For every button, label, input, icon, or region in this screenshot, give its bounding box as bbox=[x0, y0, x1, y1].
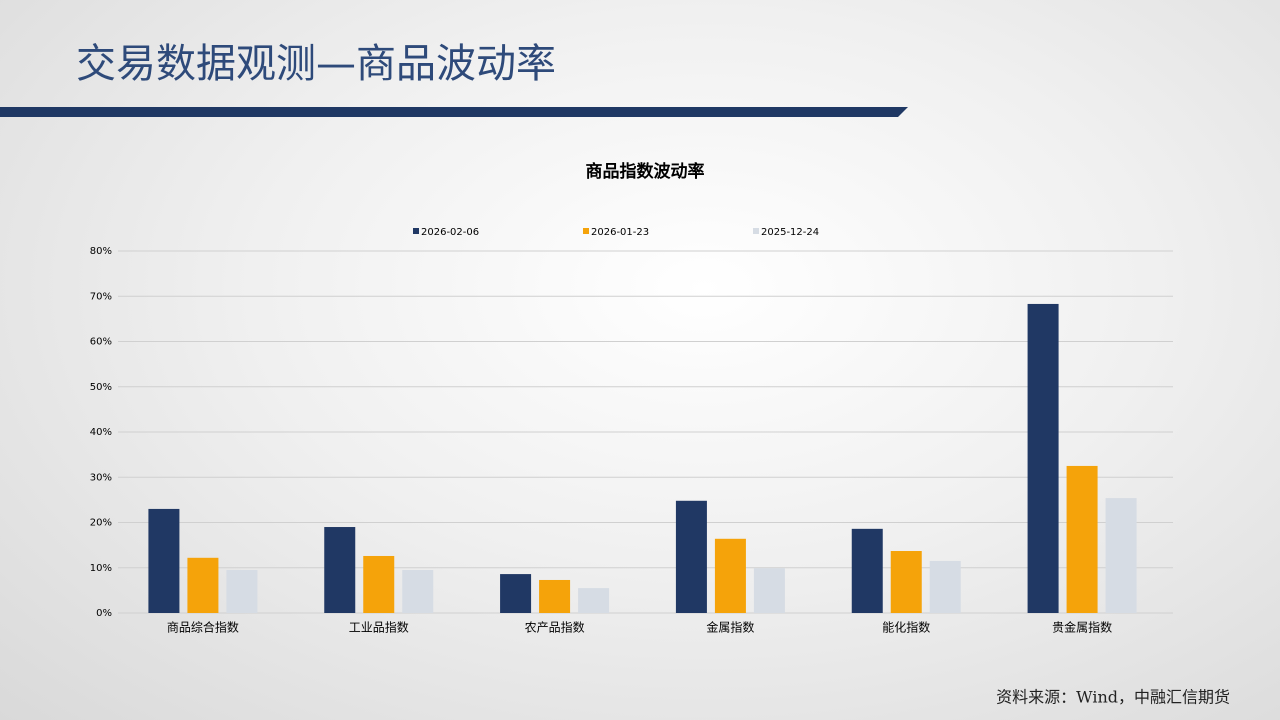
legend-label: 2026-01-23 bbox=[591, 227, 649, 238]
bar bbox=[226, 570, 258, 613]
legend-swatch bbox=[753, 228, 759, 234]
bar bbox=[148, 508, 180, 613]
y-tick-label: 20% bbox=[90, 518, 112, 529]
legend-swatch bbox=[583, 228, 589, 234]
bar bbox=[402, 570, 434, 613]
bar bbox=[753, 568, 785, 613]
bar bbox=[1027, 303, 1059, 613]
slide-title: 交易数据观测—商品波动率 bbox=[76, 41, 556, 87]
bar bbox=[929, 560, 961, 613]
bar bbox=[500, 574, 532, 613]
legend-swatch bbox=[413, 228, 419, 234]
y-tick-label: 10% bbox=[90, 563, 112, 574]
bar bbox=[1066, 465, 1098, 613]
y-tick-label: 40% bbox=[90, 427, 112, 438]
bar bbox=[890, 551, 922, 613]
bar bbox=[363, 555, 395, 613]
y-tick-label: 50% bbox=[90, 382, 112, 393]
legend-label: 2026-02-06 bbox=[421, 227, 479, 238]
y-tick-label: 60% bbox=[90, 337, 112, 348]
x-tick-label: 商品综合指数 bbox=[167, 620, 239, 635]
x-tick-label: 贵金属指数 bbox=[1052, 620, 1112, 635]
x-tick-label: 能化指数 bbox=[882, 620, 930, 635]
title-bar bbox=[0, 107, 908, 117]
bar bbox=[714, 538, 746, 613]
x-tick-label: 金属指数 bbox=[706, 620, 754, 635]
y-tick-label: 70% bbox=[90, 291, 112, 302]
bar bbox=[539, 579, 571, 613]
y-tick-label: 30% bbox=[90, 472, 112, 483]
x-tick-label: 工业品指数 bbox=[349, 620, 409, 635]
legend-label: 2025-12-24 bbox=[761, 227, 819, 238]
chart-title: 商品指数波动率 bbox=[586, 161, 705, 182]
source-note: 资料来源：Wind，中融汇信期货 bbox=[996, 688, 1230, 707]
bar bbox=[1105, 498, 1137, 613]
bar bbox=[675, 500, 707, 613]
bar bbox=[324, 527, 356, 613]
x-tick-label: 农产品指数 bbox=[525, 620, 585, 635]
bar bbox=[578, 588, 610, 613]
y-tick-label: 0% bbox=[96, 608, 112, 619]
bar bbox=[187, 557, 219, 613]
y-tick-label: 80% bbox=[90, 246, 112, 257]
bar bbox=[851, 528, 883, 613]
